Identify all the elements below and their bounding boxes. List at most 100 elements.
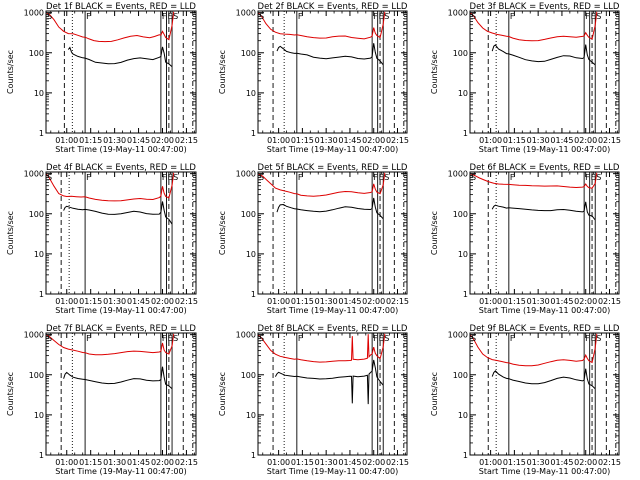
panel-title: Det 6f BLACK = Events, RED = LLD [470, 163, 620, 173]
x-tick-label: 01:30 [103, 297, 126, 306]
interval-marker-label: S [471, 173, 476, 182]
interval-marker-label: F [510, 173, 515, 182]
y-tick-label: 10 [458, 250, 468, 259]
detector-panel: Det 7f BLACK = Events, RED = LLD 1 10 100 10… [6, 324, 198, 476]
detector-panel: Det 4f BLACK = Events, RED = LLD 1 10 100 10… [6, 163, 198, 315]
interval-marker-label: F [162, 173, 167, 182]
detector-panel: Det 8f BLACK = Events, RED = LLD 1 10 100 10… [218, 324, 409, 476]
interval-marker-label: F [585, 12, 590, 21]
series-line [45, 333, 175, 356]
y-tick-label: 100 [29, 49, 44, 58]
series-line [491, 201, 596, 221]
interval-marker-label: F [298, 334, 303, 343]
x-tick-label: 01:45 [550, 458, 573, 467]
interval-marker-label: F [585, 334, 590, 343]
x-tick-label: 02:15 [598, 297, 621, 306]
x-axis-label: Start Time (19-May-11 00:47:00) [267, 145, 398, 154]
y-tick-label: 1000 [448, 331, 468, 340]
y-tick-label: 1 [39, 451, 44, 460]
panel-title: Det 5f BLACK = Events, RED = LLD [258, 163, 408, 173]
interval-marker-label: S [47, 12, 52, 21]
panel-title: Det 4f BLACK = Events, RED = LLD [46, 163, 196, 173]
y-tick-label: 1 [39, 290, 44, 299]
interval-marker-label: F [86, 334, 91, 343]
detector-panel: Det 5f BLACK = Events, RED = LLD 1 10 100 10… [218, 163, 409, 315]
x-axis-label: Start Time (19-May-11 00:47:00) [55, 145, 186, 154]
detector-panel: Det 2f BLACK = Events, RED = LLD 1 10 100 10… [218, 2, 409, 154]
interval-marker-label: E [379, 334, 384, 343]
interval-marker-label: E [167, 334, 172, 343]
plot-frame [257, 10, 408, 134]
panel-title: Det 8f BLACK = Events, RED = LLD [258, 324, 408, 334]
x-tick-label: 01:30 [315, 458, 338, 467]
x-tick-label: 01:15 [79, 297, 102, 306]
x-axis-label: Start Time (19-May-11 00:47:00) [55, 467, 186, 476]
plot-frame [45, 171, 197, 295]
x-tick-label: 02:00 [362, 136, 385, 145]
x-tick-label: 02:00 [151, 136, 174, 145]
y-tick-label: 1000 [24, 331, 44, 340]
x-tick-label: 02:15 [386, 297, 409, 306]
x-tick-label: 01:00 [267, 136, 290, 145]
x-tick-label: 01:00 [479, 458, 502, 467]
y-tick-label: 1000 [24, 9, 44, 18]
series-line [63, 201, 173, 225]
x-axis-label: Start Time (19-May-11 00:47:00) [55, 306, 186, 315]
y-tick-label: 1000 [236, 170, 256, 179]
y-tick-label: 100 [453, 49, 468, 58]
x-tick-label: 01:45 [338, 297, 361, 306]
interval-marker-label: S [173, 173, 178, 182]
x-tick-label: 01:15 [503, 136, 526, 145]
series-line [276, 197, 384, 220]
interval-marker-label: F [510, 334, 515, 343]
x-tick-label: 02:15 [175, 136, 198, 145]
y-tick-label: 10 [34, 250, 44, 259]
y-tick-label: 100 [453, 210, 468, 219]
interval-marker-label: S [384, 173, 389, 182]
interval-marker-label: F [162, 12, 167, 21]
interval-marker-label: F [373, 12, 378, 21]
interval-marker-label: F [86, 173, 91, 182]
y-tick-label: 100 [241, 49, 256, 58]
series-line [257, 172, 386, 197]
interval-marker-label: E [591, 334, 596, 343]
y-tick-label: 10 [34, 89, 44, 98]
interval-marker-label: S [47, 334, 52, 343]
series-line [491, 368, 596, 390]
x-tick-label: 01:00 [55, 297, 78, 306]
x-tick-label: 01:30 [527, 458, 550, 467]
y-tick-label: 100 [29, 371, 44, 380]
y-axis-label: Counts/sec [218, 211, 227, 255]
x-tick-label: 01:15 [291, 458, 314, 467]
interval-marker-label: S [471, 12, 476, 21]
x-tick-label: 01:45 [127, 297, 150, 306]
y-axis-label: Counts/sec [6, 211, 15, 255]
x-axis-label: Start Time (19-May-11 00:47:00) [479, 467, 610, 476]
x-tick-label: 02:15 [598, 458, 621, 467]
interval-marker-label: S [596, 173, 601, 182]
x-tick-label: 01:45 [550, 297, 573, 306]
y-tick-label: 10 [246, 411, 256, 420]
series-line [276, 43, 384, 66]
interval-marker-label: F [298, 173, 303, 182]
y-tick-label: 1 [463, 129, 468, 138]
plot-frame [45, 332, 197, 456]
x-tick-label: 01:15 [503, 458, 526, 467]
detector-panel: Det 9f BLACK = Events, RED = LLD 1 10 100 10… [430, 324, 621, 476]
x-tick-label: 01:30 [103, 458, 126, 467]
x-axis-label: Start Time (19-May-11 00:47:00) [267, 467, 398, 476]
x-tick-label: 02:15 [386, 458, 409, 467]
interval-marker-label: S [384, 334, 389, 343]
interval-marker-label: S [384, 12, 389, 21]
interval-marker-label: S [596, 12, 601, 21]
y-axis-label: Counts/sec [430, 50, 439, 94]
x-tick-label: 01:15 [291, 136, 314, 145]
x-tick-label: 02:00 [574, 458, 597, 467]
interval-marker-label: S [596, 334, 601, 343]
series-line [469, 333, 598, 367]
y-tick-label: 1000 [448, 170, 468, 179]
y-axis-label: Counts/sec [6, 50, 15, 94]
y-axis-label: Counts/sec [218, 50, 227, 94]
detector-panel: Det 3f BLACK = Events, RED = LLD 1 10 100 10… [430, 2, 621, 154]
